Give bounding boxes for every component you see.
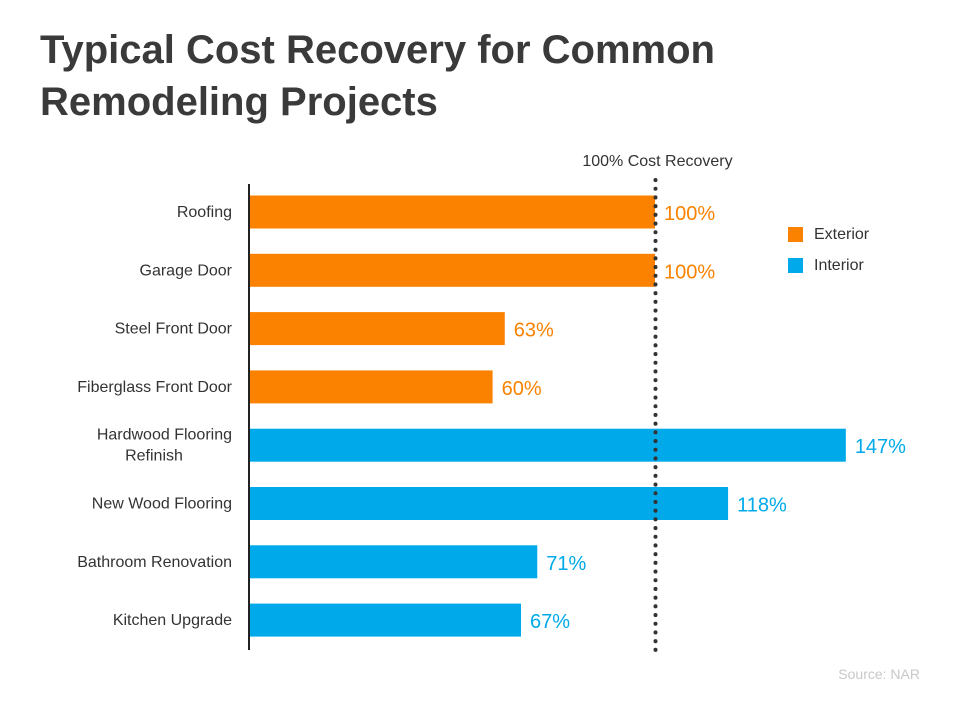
value-label: 147% bbox=[855, 436, 906, 458]
reference-line-label: 100% Cost Recovery bbox=[582, 153, 732, 170]
legend-swatch bbox=[788, 258, 803, 273]
bar bbox=[249, 253, 655, 287]
value-label: 100% bbox=[664, 261, 715, 283]
bar bbox=[249, 428, 846, 462]
bar bbox=[249, 603, 522, 637]
bar bbox=[249, 487, 729, 520]
category-label: New Wood Flooring bbox=[92, 496, 232, 513]
legend-item: Exterior bbox=[788, 219, 869, 250]
category-label: Steel Front Door bbox=[115, 321, 233, 338]
chart-legend: Exterior Interior bbox=[788, 219, 869, 281]
value-label: 63% bbox=[514, 320, 554, 342]
category-label: Garage Door bbox=[140, 262, 233, 279]
bar bbox=[249, 195, 655, 229]
legend-label: Interior bbox=[814, 256, 864, 274]
category-label: Hardwood Flooring bbox=[97, 427, 232, 444]
category-label: Kitchen Upgrade bbox=[113, 612, 232, 629]
value-label: 60% bbox=[502, 378, 542, 400]
category-label: Roofing bbox=[177, 204, 232, 221]
source-note: Source: NAR bbox=[838, 666, 920, 682]
category-label: Fiberglass Front Door bbox=[77, 379, 232, 396]
legend-swatch bbox=[788, 227, 803, 242]
bar bbox=[249, 312, 505, 346]
value-label: 118% bbox=[737, 495, 787, 517]
category-label: Bathroom Renovation bbox=[77, 554, 232, 571]
legend-item: Interior bbox=[788, 250, 869, 281]
category-label: Refinish bbox=[125, 448, 183, 465]
bar bbox=[249, 370, 493, 404]
chart-title: Typical Cost Recovery for Common Remodel… bbox=[40, 28, 715, 124]
value-label: 100% bbox=[664, 203, 715, 225]
value-label: 67% bbox=[530, 611, 570, 633]
value-label: 71% bbox=[546, 553, 586, 575]
bar bbox=[249, 545, 538, 579]
legend-label: Exterior bbox=[814, 225, 870, 243]
